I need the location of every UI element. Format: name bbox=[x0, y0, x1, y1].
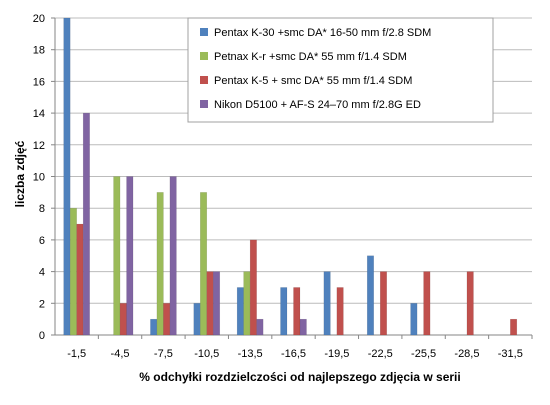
bar-series2--10,5 bbox=[200, 192, 208, 336]
legend-swatch-4 bbox=[200, 100, 208, 108]
y-tick-label: 20 bbox=[33, 13, 45, 25]
x-tick-label: -22,5 bbox=[368, 348, 393, 360]
bar-series2--7,5 bbox=[156, 192, 164, 336]
bar-series1--19,5 bbox=[323, 271, 331, 336]
bar-series1--10,5 bbox=[193, 303, 201, 336]
bar-series4--1,5 bbox=[82, 112, 90, 336]
y-axis-title: liczba zdjęć bbox=[13, 140, 27, 207]
bar-series2--4,5 bbox=[113, 176, 121, 336]
bar-series1--16,5 bbox=[280, 287, 288, 336]
x-axis-title: % odchyłki rozdzielczości od najlepszego… bbox=[139, 370, 460, 384]
y-tick-label: 14 bbox=[33, 108, 45, 120]
y-tick-label: 8 bbox=[39, 203, 45, 215]
x-tick-label: -7,5 bbox=[154, 348, 173, 360]
bar-series1--13,5 bbox=[236, 287, 244, 336]
legend-label-1: Pentax K-30 +smc DA* 16-50 mm f/2.8 SDM bbox=[214, 27, 431, 39]
bar-series3--19,5 bbox=[336, 287, 344, 336]
bar-series4--4,5 bbox=[126, 176, 134, 336]
tick-labels: 0 2 4 6 8 10 12 14 16 18 20 -1,5 -4,5 -7,5 -10,5 -13,5 -… bbox=[33, 13, 523, 360]
bar-series4--13,5 bbox=[256, 318, 264, 336]
y-tick-label: 12 bbox=[33, 140, 45, 152]
bar-series4--10,5 bbox=[213, 271, 221, 336]
legend-swatch-2 bbox=[200, 52, 208, 60]
bar-series3--7,5 bbox=[163, 303, 171, 336]
legend-label-2: Petnax K-r +smc DA* 55 mm f/1.4 SDM bbox=[214, 51, 407, 63]
x-tick-label: -31,5 bbox=[498, 348, 523, 360]
bar-series3--13,5 bbox=[249, 239, 257, 336]
bar-series1--25,5 bbox=[410, 303, 418, 336]
legend-box bbox=[187, 17, 494, 123]
y-tick-label: 16 bbox=[33, 76, 45, 88]
bar-series2--13,5 bbox=[243, 271, 251, 336]
y-tick-label: 18 bbox=[33, 45, 45, 57]
legend-swatch-3 bbox=[200, 76, 208, 84]
bar-series3--28,5 bbox=[466, 271, 474, 336]
legend-swatch-1 bbox=[200, 28, 208, 36]
y-tick-label: 2 bbox=[39, 298, 45, 310]
y-tick-label: 4 bbox=[39, 267, 45, 279]
bar-series3--25,5 bbox=[423, 271, 431, 336]
y-tick-label: 0 bbox=[39, 330, 45, 342]
bar-series1--22,5 bbox=[366, 255, 374, 336]
bar-series3--31,5 bbox=[510, 318, 518, 336]
x-tick-label: -25,5 bbox=[411, 348, 436, 360]
x-tick-label: -19,5 bbox=[324, 348, 349, 360]
x-tick-label: -4,5 bbox=[111, 348, 130, 360]
x-tick-label: -28,5 bbox=[454, 348, 479, 360]
bar-series1--1,5 bbox=[63, 17, 71, 336]
bar-series4--16,5 bbox=[299, 318, 307, 336]
x-tick-label: -16,5 bbox=[281, 348, 306, 360]
legend: Pentax K-30 +smc DA* 16-50 mm f/2.8 SDM P… bbox=[187, 17, 494, 123]
y-tick-label: 10 bbox=[33, 172, 45, 184]
bar-series3--16,5 bbox=[293, 287, 301, 336]
bar-series3--22,5 bbox=[379, 271, 387, 336]
bars bbox=[63, 17, 518, 336]
bar-series2--1,5 bbox=[69, 207, 77, 336]
bar-series4--7,5 bbox=[169, 176, 177, 336]
bar-series3--1,5 bbox=[76, 223, 84, 336]
x-tick-label: -10,5 bbox=[194, 348, 219, 360]
y-tick-label: 6 bbox=[39, 235, 45, 247]
legend-label-4: Nikon D5100 + AF-S 24–70 mm f/2.8G ED bbox=[214, 99, 421, 111]
bar-series3--4,5 bbox=[119, 303, 127, 336]
bar-series1--7,5 bbox=[150, 318, 158, 336]
bar-series3--10,5 bbox=[206, 271, 214, 336]
x-tick-label: -1,5 bbox=[67, 348, 86, 360]
x-tick-label: -13,5 bbox=[238, 348, 263, 360]
legend-label-3: Pentax K-5 + smc DA* 55 mm f/1.4 SDM bbox=[214, 75, 412, 87]
